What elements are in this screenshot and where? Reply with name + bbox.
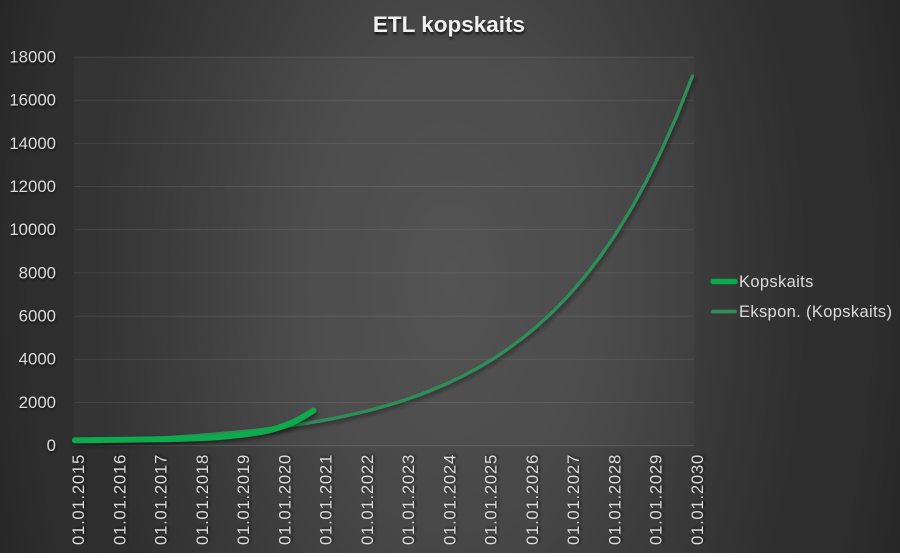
svg-text:01.01.2022: 01.01.2022 bbox=[358, 454, 377, 545]
svg-text:Kopskaits: Kopskaits bbox=[739, 273, 814, 291]
svg-text:01.01.2027: 01.01.2027 bbox=[564, 454, 583, 545]
svg-text:2000: 2000 bbox=[19, 393, 56, 412]
svg-text:01.01.2024: 01.01.2024 bbox=[440, 454, 459, 545]
svg-text:8000: 8000 bbox=[19, 263, 56, 282]
svg-text:01.01.2015: 01.01.2015 bbox=[69, 454, 88, 545]
svg-text:01.01.2030: 01.01.2030 bbox=[688, 454, 707, 545]
svg-text:10000: 10000 bbox=[9, 220, 56, 239]
svg-text:14000: 14000 bbox=[9, 134, 56, 153]
svg-text:18000: 18000 bbox=[9, 48, 56, 67]
svg-text:0: 0 bbox=[47, 436, 56, 455]
svg-text:16000: 16000 bbox=[9, 91, 56, 110]
svg-text:01.01.2020: 01.01.2020 bbox=[275, 454, 294, 545]
svg-text:01.01.2018: 01.01.2018 bbox=[193, 454, 212, 545]
svg-text:Ekspon. (Kopskaits): Ekspon. (Kopskaits) bbox=[739, 303, 892, 321]
svg-text:01.01.2017: 01.01.2017 bbox=[152, 454, 171, 545]
svg-text:ETL kopskaits: ETL kopskaits bbox=[373, 12, 525, 37]
svg-text:01.01.2029: 01.01.2029 bbox=[647, 454, 666, 545]
svg-text:01.01.2016: 01.01.2016 bbox=[110, 454, 129, 545]
svg-text:6000: 6000 bbox=[19, 307, 56, 326]
svg-text:12000: 12000 bbox=[9, 177, 56, 196]
svg-text:01.01.2026: 01.01.2026 bbox=[523, 454, 542, 545]
svg-text:01.01.2019: 01.01.2019 bbox=[234, 454, 253, 545]
svg-text:4000: 4000 bbox=[19, 350, 56, 369]
svg-text:01.01.2021: 01.01.2021 bbox=[317, 454, 336, 545]
svg-text:01.01.2023: 01.01.2023 bbox=[399, 454, 418, 545]
svg-text:01.01.2025: 01.01.2025 bbox=[482, 454, 501, 545]
svg-text:01.01.2028: 01.01.2028 bbox=[606, 454, 625, 545]
